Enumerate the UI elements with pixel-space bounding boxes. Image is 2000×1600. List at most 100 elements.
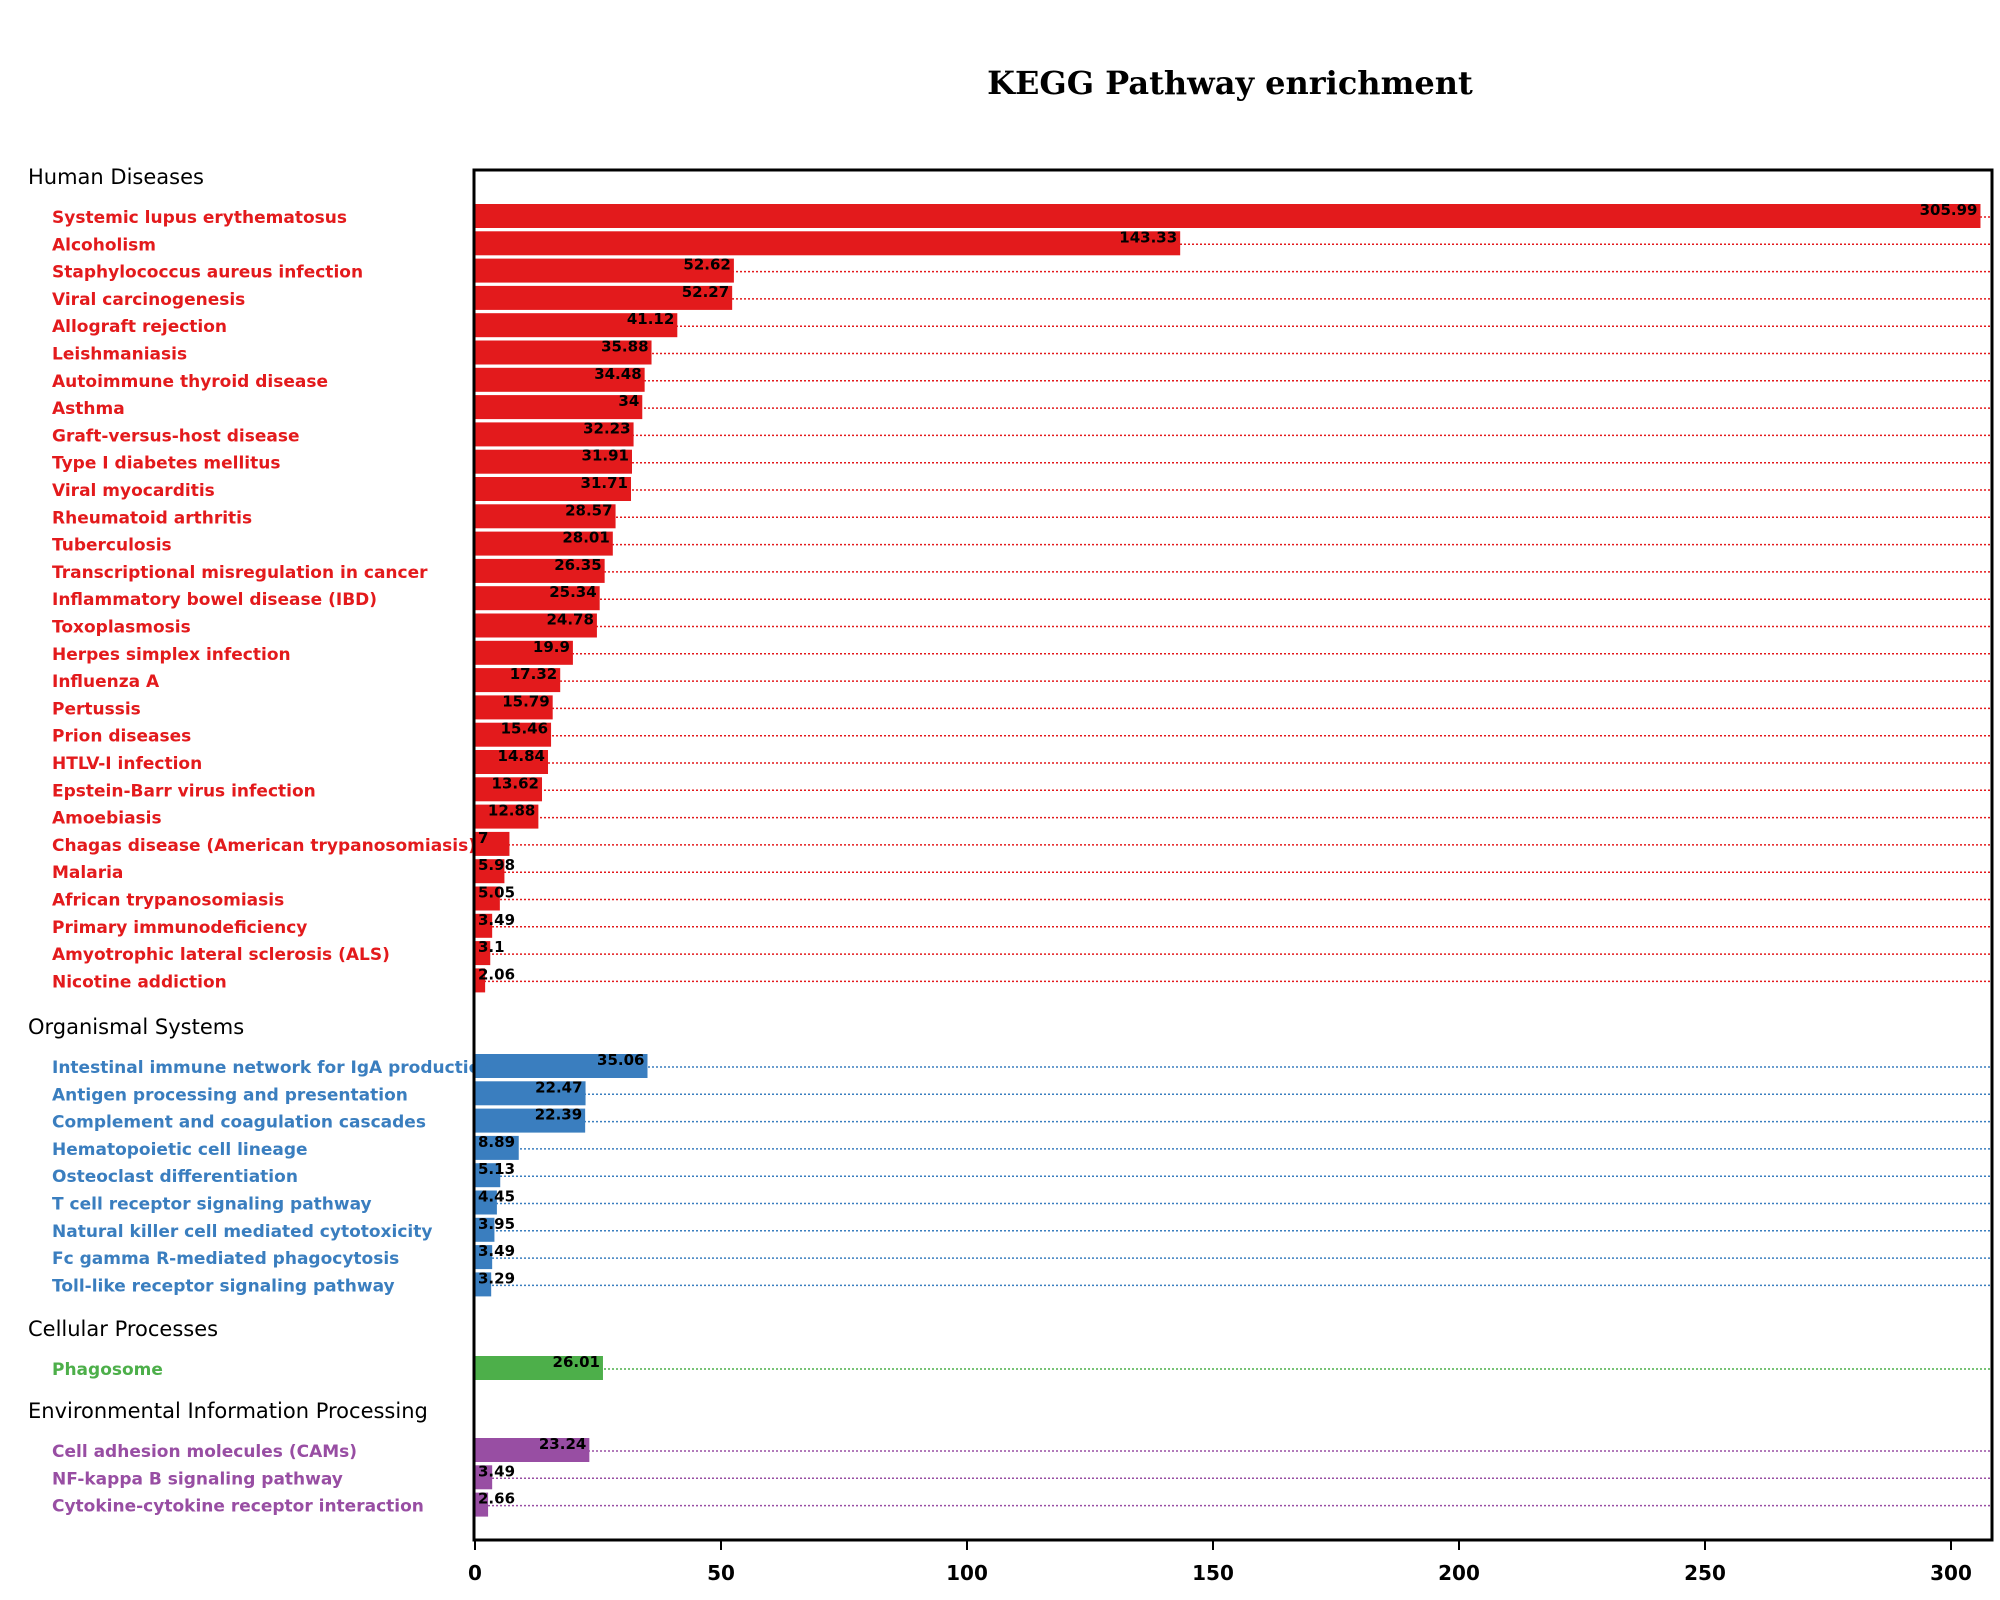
- bar: [475, 913, 493, 938]
- category-label: Graft-versus-host disease: [52, 426, 300, 446]
- category-label: Viral myocarditis: [52, 481, 215, 501]
- x-axis: 0 50 100 150 200 250 300: [468, 1540, 1972, 1585]
- bar: [475, 422, 634, 447]
- value-label: 2.06: [478, 965, 515, 983]
- group-label: Organismal Systems: [28, 1015, 244, 1039]
- x-tick-label: 50: [707, 1561, 735, 1585]
- bar: [475, 531, 613, 556]
- x-tick-label: 150: [1192, 1561, 1234, 1585]
- group-label: Human Diseases: [28, 165, 204, 189]
- bar: [475, 340, 652, 365]
- category-label: Intestinal immune network for IgA produc…: [52, 1058, 492, 1078]
- value-label: 31.91: [582, 447, 629, 465]
- category-label: Influenza A: [52, 672, 160, 692]
- value-label: 3.49: [478, 911, 515, 929]
- value-label: 8.89: [478, 1133, 515, 1151]
- bar: [475, 1438, 590, 1462]
- category-label: African trypanosomiasis: [52, 891, 284, 911]
- category-label: Antigen processing and presentation: [52, 1085, 408, 1105]
- value-label: 5.05: [478, 884, 515, 902]
- bar: [475, 313, 678, 338]
- bar: [475, 859, 505, 884]
- bar: [475, 1163, 501, 1188]
- value-label: 19.9: [533, 638, 570, 656]
- category-label: Malaria: [52, 863, 123, 883]
- bar: [475, 1054, 648, 1078]
- bar: [475, 477, 632, 501]
- bar: [475, 640, 573, 665]
- category-label: HTLV-I infection: [52, 754, 202, 774]
- bar: [475, 395, 643, 420]
- category-label: Systemic lupus erythematosus: [52, 208, 347, 228]
- bar: [475, 722, 552, 747]
- value-label: 24.78: [546, 611, 593, 629]
- category-label: Herpes simplex infection: [52, 645, 291, 665]
- value-label: 3.49: [478, 1242, 515, 1260]
- group-label: Cellular Processes: [28, 1317, 218, 1341]
- category-label: Amyotrophic lateral sclerosis (ALS): [52, 945, 390, 965]
- bar: [475, 258, 734, 283]
- value-label: 2.66: [478, 1490, 515, 1508]
- value-label: 32.23: [583, 419, 630, 437]
- category-label: T cell receptor signaling pathway: [52, 1195, 372, 1215]
- bar: [475, 204, 1981, 228]
- bar: [475, 695, 553, 720]
- x-tick-label: 0: [468, 1561, 482, 1585]
- value-label: 14.84: [498, 747, 545, 765]
- bar: [475, 831, 510, 856]
- value-label: 28.57: [565, 501, 612, 519]
- value-label: 31.71: [581, 474, 628, 492]
- bar: [475, 1245, 493, 1270]
- value-label: 3.1: [478, 938, 505, 956]
- value-label: 52.27: [682, 283, 729, 301]
- value-label: 15.46: [501, 720, 548, 738]
- category-label: Prion diseases: [52, 727, 191, 747]
- value-label: 305.99: [1920, 201, 1978, 219]
- value-label: 41.12: [627, 310, 674, 328]
- bar: [475, 285, 733, 310]
- value-label: 22.39: [535, 1106, 582, 1124]
- x-tick-label: 100: [946, 1561, 988, 1585]
- category-label: Inflammatory bowel disease (IBD): [52, 590, 377, 610]
- bar: [475, 750, 549, 774]
- category-label: Asthma: [52, 399, 125, 419]
- category-label: Toll-like receptor signaling pathway: [52, 1276, 395, 1296]
- value-label: 52.62: [683, 256, 730, 274]
- category-label: Alcoholism: [52, 235, 156, 255]
- value-label: 34: [618, 392, 639, 410]
- category-label: Type I diabetes mellitus: [52, 454, 280, 474]
- bar: [475, 558, 605, 583]
- category-label: Chagas disease (American trypanosomiasis…: [52, 836, 476, 856]
- bar: [475, 1108, 586, 1133]
- value-label: 3.49: [478, 1462, 515, 1480]
- value-label: 5.98: [478, 856, 515, 874]
- bar: [475, 613, 597, 638]
- category-label: Autoimmune thyroid disease: [52, 372, 328, 392]
- bar: [475, 1081, 586, 1106]
- bar: [475, 1492, 489, 1517]
- category-label: Toxoplasmosis: [52, 618, 191, 638]
- bar: [475, 777, 543, 802]
- category-label: Amoebiasis: [52, 809, 162, 829]
- category-label: Hematopoietic cell lineage: [52, 1140, 308, 1160]
- value-label: 35.06: [597, 1051, 644, 1069]
- category-label: Rheumatoid arthritis: [52, 508, 252, 528]
- bar: [475, 1217, 495, 1242]
- category-label: Staphylococcus aureus infection: [52, 263, 363, 283]
- value-label: 15.79: [502, 692, 549, 710]
- category-label: NF-kappa B signaling pathway: [52, 1469, 343, 1489]
- chart-title: KEGG Pathway enrichment: [987, 64, 1473, 102]
- value-label: 25.34: [549, 583, 596, 601]
- bar: [475, 1356, 603, 1380]
- category-label: Primary immunodeficiency: [52, 918, 307, 938]
- plot-frame: [472, 168, 1994, 1542]
- category-label: Nicotine addiction: [52, 972, 227, 992]
- category-label: Natural killer cell mediated cytotoxicit…: [52, 1222, 432, 1242]
- category-label: Phagosome: [52, 1360, 163, 1380]
- value-label: 26.01: [553, 1353, 600, 1371]
- bar: [475, 886, 500, 911]
- value-label: 35.88: [601, 338, 648, 356]
- category-label: Cytokine-cytokine receptor interaction: [52, 1497, 424, 1517]
- x-tick-label: 200: [1438, 1561, 1480, 1585]
